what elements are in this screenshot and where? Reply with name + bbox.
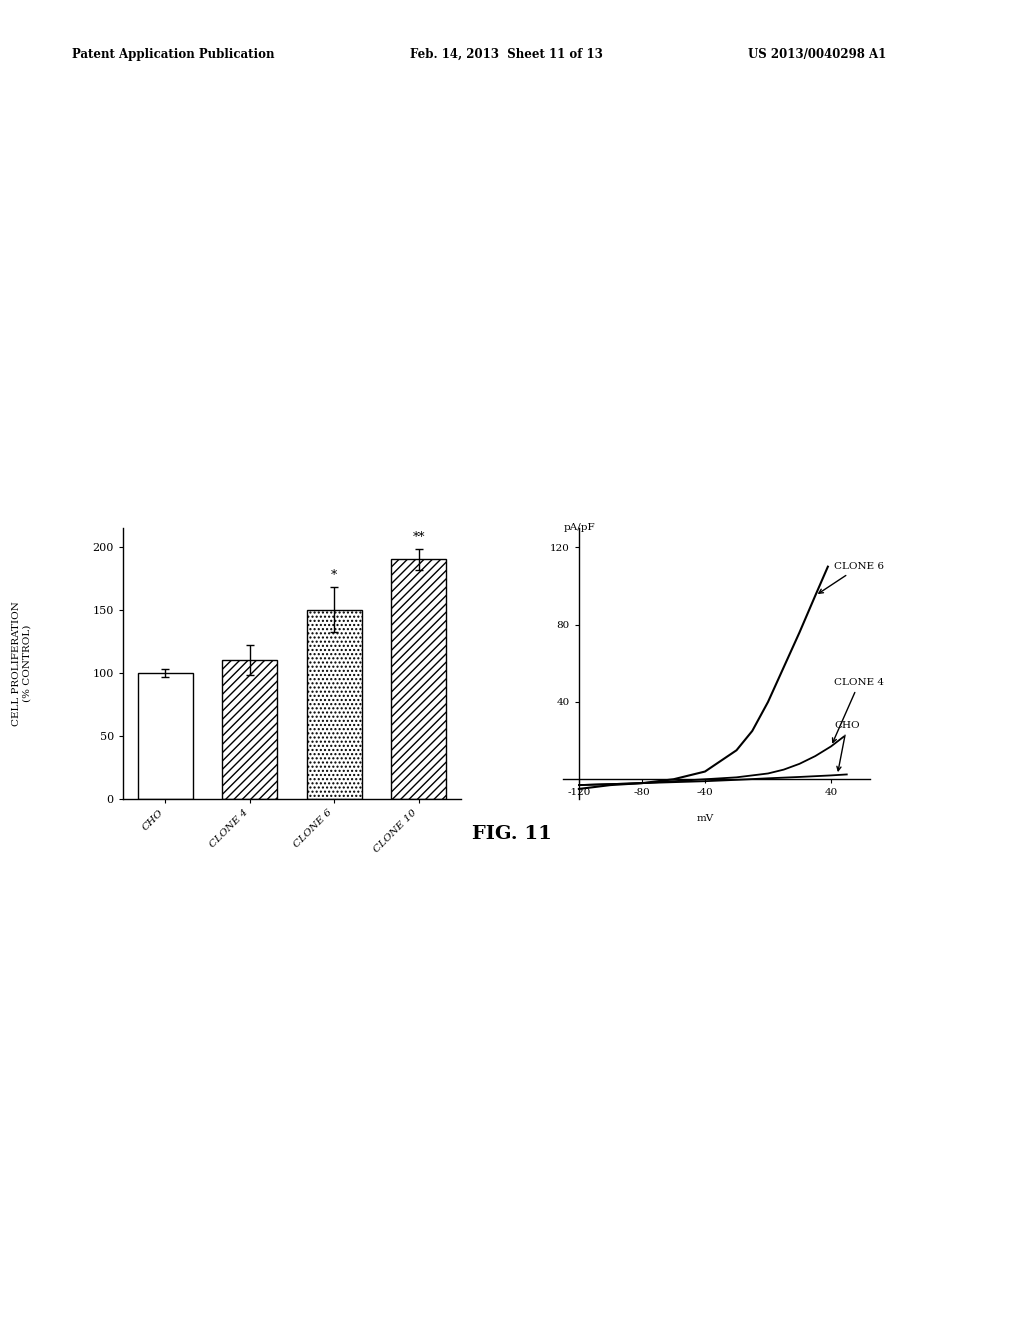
Y-axis label: CELL PROLIFERATION
(% CONTROL): CELL PROLIFERATION (% CONTROL): [12, 601, 31, 726]
Text: pA/pF: pA/pF: [563, 523, 595, 532]
Bar: [137, 673, 193, 799]
Bar: [391, 560, 446, 799]
Bar: [222, 660, 278, 799]
Text: *: *: [331, 569, 337, 582]
Text: mV: mV: [696, 814, 714, 824]
Text: CLONE 4: CLONE 4: [833, 678, 884, 742]
Text: Patent Application Publication: Patent Application Publication: [72, 48, 274, 61]
Bar: [306, 610, 361, 799]
Text: **: **: [413, 532, 425, 544]
Text: US 2013/0040298 A1: US 2013/0040298 A1: [748, 48, 886, 61]
Text: FIG. 11: FIG. 11: [472, 825, 552, 843]
Text: Feb. 14, 2013  Sheet 11 of 13: Feb. 14, 2013 Sheet 11 of 13: [410, 48, 602, 61]
Text: CLONE 6: CLONE 6: [819, 562, 884, 593]
Text: CHO: CHO: [835, 721, 860, 771]
